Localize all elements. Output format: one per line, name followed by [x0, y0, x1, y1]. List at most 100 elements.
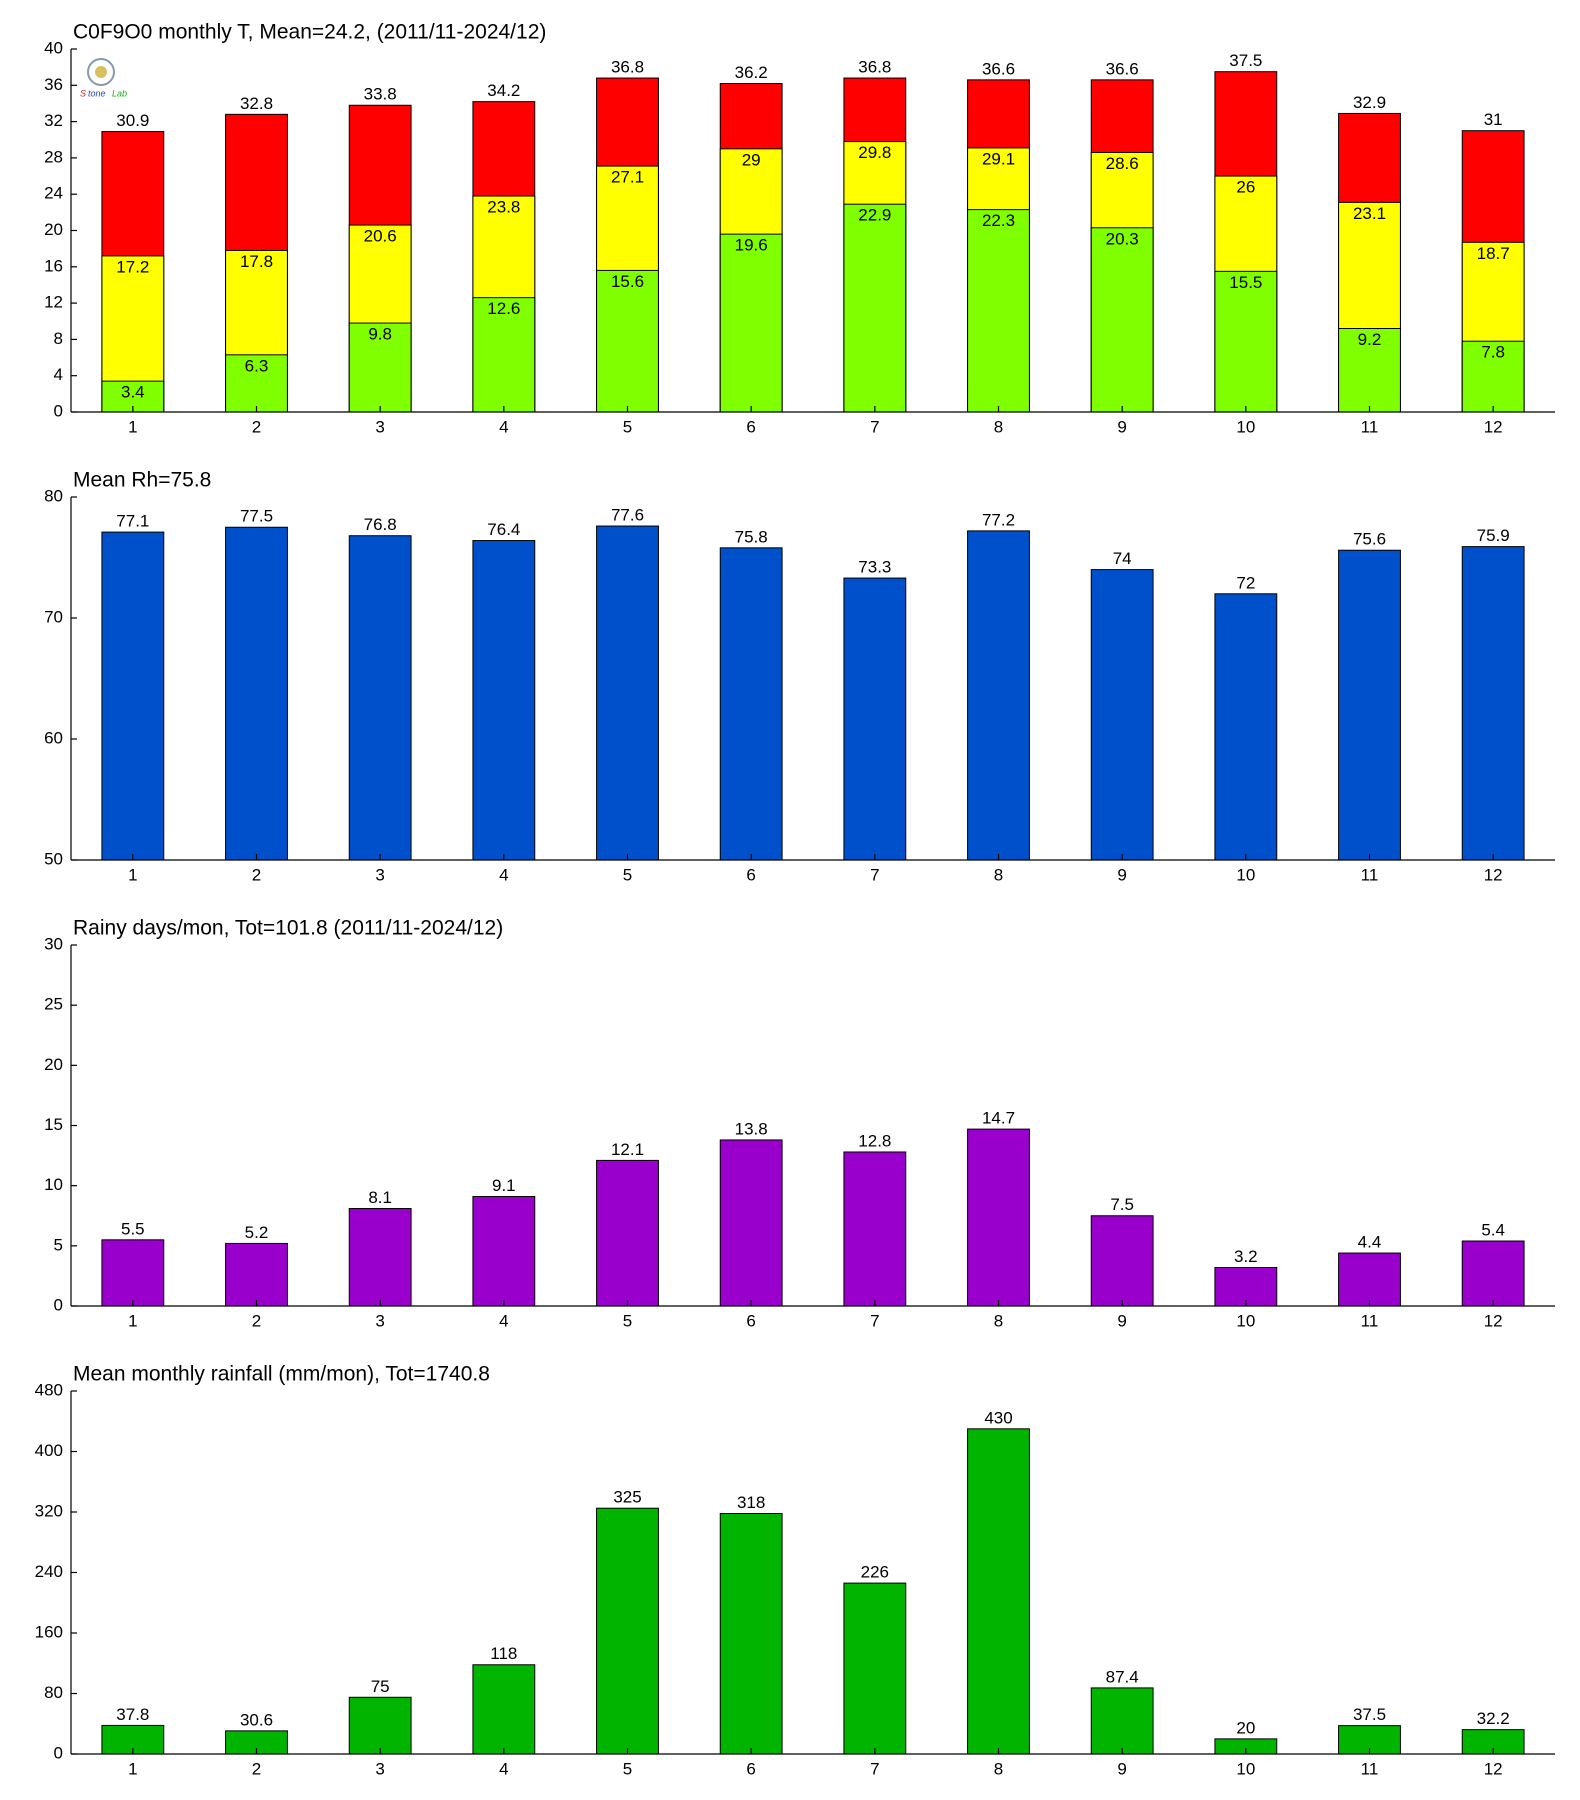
- value-label: 30.6: [240, 1710, 273, 1729]
- value-label: 28.6: [1106, 154, 1139, 173]
- x-tick-label: 6: [746, 1759, 755, 1778]
- x-tick-label: 5: [623, 417, 632, 436]
- value-label: 7.8: [1481, 343, 1505, 362]
- value-label: 32.9: [1353, 93, 1386, 112]
- x-tick-label: 11: [1361, 1759, 1379, 1778]
- y-tick-label: 24: [44, 184, 63, 203]
- y-tick-label: 80: [44, 486, 63, 505]
- value-label: 3.2: [1234, 1247, 1258, 1266]
- bar: [843, 1151, 907, 1307]
- bar: [1461, 546, 1525, 861]
- y-tick-label: 16: [44, 256, 63, 275]
- svg-text:tone: tone: [88, 88, 106, 98]
- x-tick-label: 7: [870, 1759, 879, 1778]
- y-tick-label: 20: [44, 1055, 63, 1074]
- y-tick-label: 80: [44, 1683, 63, 1702]
- x-tick-label: 4: [499, 417, 508, 436]
- svg-text:S: S: [80, 88, 86, 98]
- value-label: 13.8: [735, 1119, 768, 1138]
- bar: [1338, 1252, 1401, 1307]
- x-tick-label: 7: [870, 417, 879, 436]
- bar: [596, 269, 659, 413]
- value-label: 12.6: [487, 299, 520, 318]
- value-label: 20: [1236, 1718, 1255, 1737]
- value-label: 318: [737, 1493, 765, 1512]
- bar: [719, 1513, 783, 1755]
- bar: [472, 1664, 536, 1755]
- bar: [225, 526, 288, 861]
- value-label: 77.5: [240, 507, 273, 526]
- x-tick-label: 4: [499, 1311, 508, 1330]
- value-label: 36.6: [982, 59, 1015, 78]
- y-tick-label: 0: [54, 1743, 63, 1762]
- x-tick-label: 3: [375, 865, 384, 884]
- bar: [719, 233, 783, 413]
- value-label: 18.7: [1477, 244, 1510, 263]
- value-label: 77.6: [611, 506, 644, 525]
- bar: [225, 1242, 288, 1307]
- chart-title: Mean Rh=75.8: [73, 469, 211, 492]
- x-tick-label: 1: [128, 1759, 137, 1778]
- value-label: 37.5: [1229, 51, 1262, 70]
- bar: [719, 547, 783, 861]
- x-tick-label: 1: [128, 865, 137, 884]
- value-label: 73.3: [858, 558, 891, 577]
- y-tick-label: 0: [54, 401, 63, 420]
- value-label: 6.3: [245, 356, 269, 375]
- value-label: 29.8: [858, 143, 891, 162]
- x-tick-label: 11: [1361, 417, 1379, 436]
- bar: [596, 1159, 659, 1307]
- value-label: 32.2: [1477, 1709, 1510, 1728]
- bar: [843, 1582, 907, 1755]
- x-tick-label: 2: [252, 1311, 261, 1330]
- value-label: 74: [1113, 549, 1132, 568]
- bar: [967, 1128, 1030, 1307]
- value-label: 36.2: [735, 63, 768, 82]
- value-label: 72: [1236, 573, 1255, 592]
- y-tick-label: 10: [44, 1175, 63, 1194]
- y-tick-label: 36: [44, 75, 63, 94]
- svg-text:Lab: Lab: [112, 88, 127, 98]
- y-tick-label: 160: [35, 1622, 63, 1641]
- x-tick-label: 3: [375, 417, 384, 436]
- value-label: 23.8: [487, 197, 520, 216]
- bar: [1338, 328, 1401, 413]
- x-tick-label: 5: [623, 1311, 632, 1330]
- bar: [1090, 1215, 1154, 1307]
- y-tick-label: 70: [44, 607, 63, 626]
- value-label: 22.3: [982, 211, 1015, 230]
- value-label: 9.8: [368, 325, 392, 344]
- value-label: 15.6: [611, 272, 644, 291]
- value-label: 7.5: [1110, 1195, 1134, 1214]
- x-tick-label: 1: [128, 1311, 137, 1330]
- y-tick-label: 320: [35, 1501, 63, 1520]
- value-label: 36.6: [1106, 59, 1139, 78]
- bar: [472, 1195, 536, 1307]
- value-label: 5.2: [245, 1223, 269, 1242]
- y-tick-label: 240: [35, 1562, 63, 1581]
- value-label: 77.2: [982, 510, 1015, 529]
- y-tick-label: 32: [44, 111, 63, 130]
- bar: [719, 1139, 783, 1307]
- bar: [843, 203, 907, 413]
- value-label: 9.1: [492, 1176, 516, 1195]
- value-label: 37.5: [1353, 1705, 1386, 1724]
- x-tick-label: 4: [499, 1759, 508, 1778]
- x-tick-label: 5: [623, 865, 632, 884]
- bar: [101, 1239, 165, 1307]
- value-label: 29: [742, 150, 761, 169]
- value-label: 33.8: [364, 85, 397, 104]
- x-tick-label: 8: [994, 1311, 1003, 1330]
- x-tick-label: 2: [252, 417, 261, 436]
- value-label: 29.1: [982, 149, 1015, 168]
- x-tick-label: 2: [252, 865, 261, 884]
- bar: [967, 1428, 1030, 1755]
- y-tick-label: 480: [35, 1380, 63, 1399]
- x-tick-label: 8: [994, 1759, 1003, 1778]
- x-tick-label: 9: [1117, 417, 1126, 436]
- value-label: 75: [371, 1677, 390, 1696]
- y-tick-label: 0: [54, 1295, 63, 1314]
- value-label: 20.3: [1106, 229, 1139, 248]
- x-tick-label: 4: [499, 865, 508, 884]
- value-label: 430: [984, 1408, 1012, 1427]
